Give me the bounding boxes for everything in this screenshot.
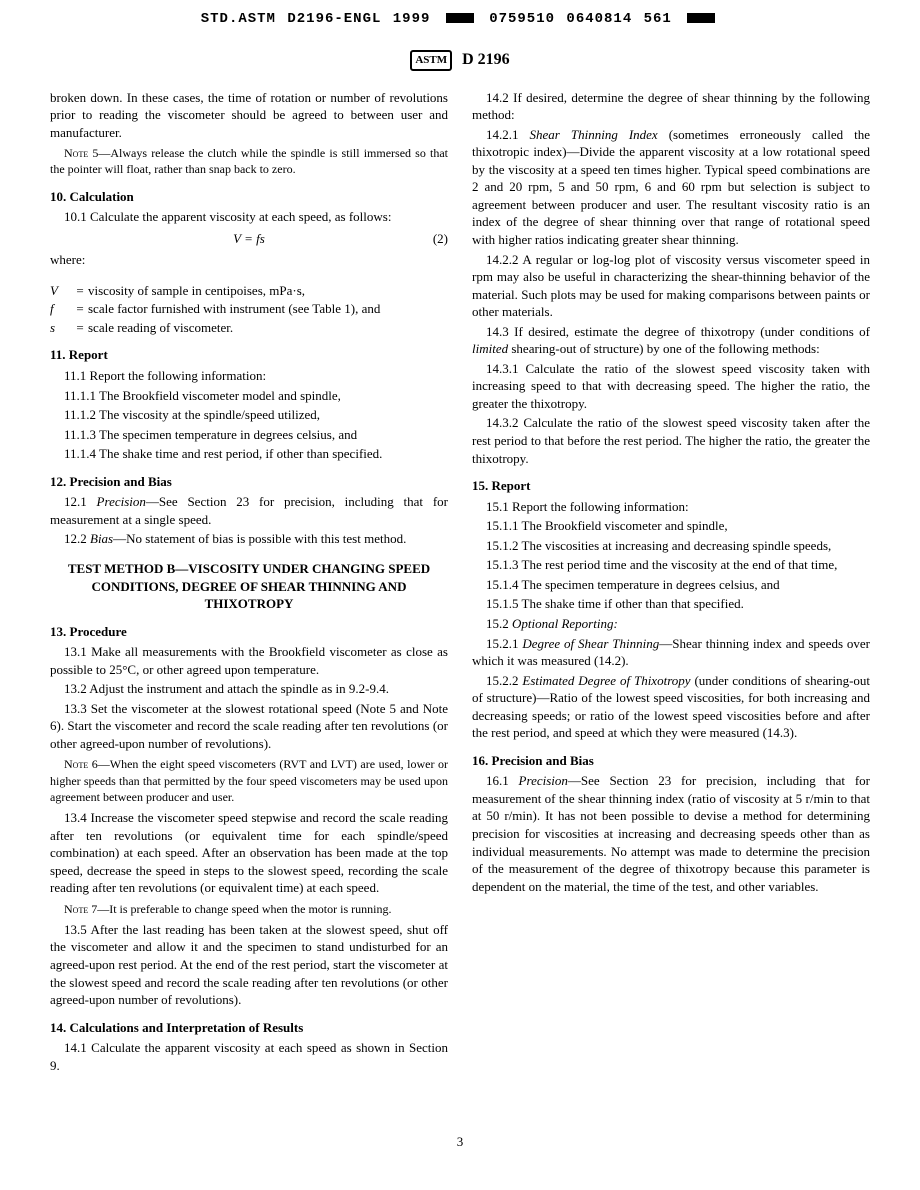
- para-12-2: 12.2 Bias—No statement of bias is possib…: [50, 530, 448, 548]
- para-12-1: 12.1 Precision—See Section 23 for precis…: [50, 493, 448, 528]
- note-num: 5—: [88, 146, 110, 160]
- para-13-1: 13.1 Make all measurements with the Broo…: [50, 643, 448, 678]
- section-12-head: 12. Precision and Bias: [50, 473, 448, 491]
- black-box-icon: [446, 13, 474, 23]
- std-code: STD.ASTM D2196-ENGL 1999: [201, 11, 431, 27]
- var-def: scale reading of viscometer.: [88, 319, 448, 337]
- lead: 15.2: [486, 616, 512, 631]
- var-eq: =: [72, 282, 88, 300]
- para-15-2-2: 15.2.2 Estimated Degree of Thixotropy (u…: [472, 672, 870, 742]
- section-14-head: 14. Calculations and Interpretation of R…: [50, 1019, 448, 1037]
- italic: limited: [472, 341, 508, 356]
- para-15-2: 15.2 Optional Reporting:: [472, 615, 870, 633]
- lead: 15.2.1: [486, 636, 522, 651]
- italic: Optional Reporting:: [512, 616, 618, 631]
- italic: Precision: [519, 773, 568, 788]
- section-16-head: 16. Precision and Bias: [472, 752, 870, 770]
- doc-title: ASTM D 2196: [50, 49, 870, 71]
- note-label: Note: [64, 146, 88, 160]
- var-eq: =: [72, 319, 88, 337]
- body: —See Section 23 for precision, including…: [472, 773, 870, 893]
- section-13-head: 13. Procedure: [50, 623, 448, 641]
- para-11-1-2: 11.1.2 The viscosity at the spindle/spee…: [50, 406, 448, 424]
- where-label: where:: [50, 251, 448, 269]
- page-number: 3: [50, 1133, 870, 1151]
- note-text: It is preferable to change speed when th…: [109, 902, 391, 916]
- section-11-head: 11. Report: [50, 346, 448, 364]
- lead: 16.1: [486, 773, 519, 788]
- body: —No statement of bias is possible with t…: [113, 531, 406, 546]
- para-14-2: 14.2 If desired, determine the degree of…: [472, 89, 870, 124]
- para-13-2: 13.2 Adjust the instrument and attach th…: [50, 680, 448, 698]
- note-6: Note 6—When the eight speed viscometers …: [50, 756, 448, 805]
- eq-formula: V = fs: [233, 231, 265, 246]
- doc-number: D 2196: [462, 51, 510, 68]
- para-16-1: 16.1 Precision—See Section 23 for precis…: [472, 772, 870, 895]
- lead: 14.2.1: [486, 127, 530, 142]
- para-15-1-4: 15.1.4 The specimen temperature in degre…: [472, 576, 870, 594]
- var-row-V: V = viscosity of sample in centipoises, …: [50, 282, 448, 300]
- var-row-f: f = scale factor furnished with instrume…: [50, 300, 448, 318]
- equation-2: V = fs (2): [50, 230, 448, 248]
- var-symbol: V: [50, 282, 72, 300]
- para-15-1-1: 15.1.1 The Brookfield viscometer and spi…: [472, 517, 870, 535]
- para-14-3-2: 14.3.2 Calculate the ratio of the slowes…: [472, 414, 870, 467]
- para-13-3: 13.3 Set the viscometer at the slowest r…: [50, 700, 448, 753]
- note-5: Note 5—Always release the clutch while t…: [50, 145, 448, 177]
- italic: Shear Thinning Index: [530, 127, 658, 142]
- italic: Precision: [97, 494, 146, 509]
- eq-num: (2): [433, 230, 448, 248]
- note-label: Note: [64, 757, 88, 771]
- body: (sometimes erroneously called the thixot…: [472, 127, 870, 247]
- num-code: 0759510 0640814 561: [489, 11, 672, 27]
- italic: Bias: [90, 531, 113, 546]
- a: 14.3 If desired, estimate the degree of …: [486, 324, 870, 339]
- test-method-b-head: TEST METHOD B—VISCOSITY UNDER CHANGING S…: [50, 560, 448, 613]
- para-15-1-3: 15.1.3 The rest period time and the visc…: [472, 556, 870, 574]
- para-13-4: 13.4 Increase the viscometer speed stepw…: [50, 809, 448, 897]
- para-11-1-4: 11.1.4 The shake time and rest period, i…: [50, 445, 448, 463]
- para-11-1-3: 11.1.3 The specimen temperature in degre…: [50, 426, 448, 444]
- para-15-1-5: 15.1.5 The shake time if other than that…: [472, 595, 870, 613]
- note-num: 7—: [88, 902, 109, 916]
- var-eq: =: [72, 300, 88, 318]
- para-15-1-2: 15.1.2 The viscosities at increasing and…: [472, 537, 870, 555]
- para-15-1: 15.1 Report the following information:: [472, 498, 870, 516]
- note-num: 6—: [88, 757, 110, 771]
- black-box-icon: [687, 13, 715, 23]
- lead: 12.1: [64, 494, 97, 509]
- header-code-line: STD.ASTM D2196-ENGL 1999 0759510 0640814…: [50, 10, 870, 29]
- para-11-1: 11.1 Report the following information:: [50, 367, 448, 385]
- section-10-head: 10. Calculation: [50, 188, 448, 206]
- section-15-head: 15. Report: [472, 477, 870, 495]
- para-13-5: 13.5 After the last reading has been tak…: [50, 921, 448, 1009]
- para-14-3-1: 14.3.1 Calculate the ratio of the slowes…: [472, 360, 870, 413]
- lead: 15.2.2: [486, 673, 522, 688]
- italic: Degree of Shear Thinning: [522, 636, 659, 651]
- para-14-2-1: 14.2.1 Shear Thinning Index (sometimes e…: [472, 126, 870, 249]
- note-label: Note: [64, 902, 88, 916]
- variable-list: V = viscosity of sample in centipoises, …: [50, 282, 448, 337]
- note-7: Note 7—It is preferable to change speed …: [50, 901, 448, 917]
- var-def: scale factor furnished with instrument (…: [88, 300, 448, 318]
- var-row-s: s = scale reading of viscometer.: [50, 319, 448, 337]
- var-symbol: f: [50, 300, 72, 318]
- var-def: viscosity of sample in centipoises, mPa·…: [88, 282, 448, 300]
- continued-para: broken down. In these cases, the time of…: [50, 89, 448, 142]
- para-10-1: 10.1 Calculate the apparent viscosity at…: [50, 208, 448, 226]
- astm-logo-icon: ASTM: [410, 50, 452, 71]
- para-11-1-1: 11.1.1 The Brookfield viscometer model a…: [50, 387, 448, 405]
- lead: 12.2: [64, 531, 90, 546]
- para-14-3: 14.3 If desired, estimate the degree of …: [472, 323, 870, 358]
- note-text: When the eight speed viscometers (RVT an…: [50, 757, 448, 803]
- para-15-2-1: 15.2.1 Degree of Shear Thinning—Shear th…: [472, 635, 870, 670]
- para-14-1: 14.1 Calculate the apparent viscosity at…: [50, 1039, 448, 1074]
- note-text: Always release the clutch while the spin…: [50, 146, 448, 176]
- var-symbol: s: [50, 319, 72, 337]
- italic: Estimated Degree of Thixotropy: [522, 673, 690, 688]
- para-14-2-2: 14.2.2 A regular or log-log plot of visc…: [472, 251, 870, 321]
- b: shearing-out of structure) by one of the…: [508, 341, 820, 356]
